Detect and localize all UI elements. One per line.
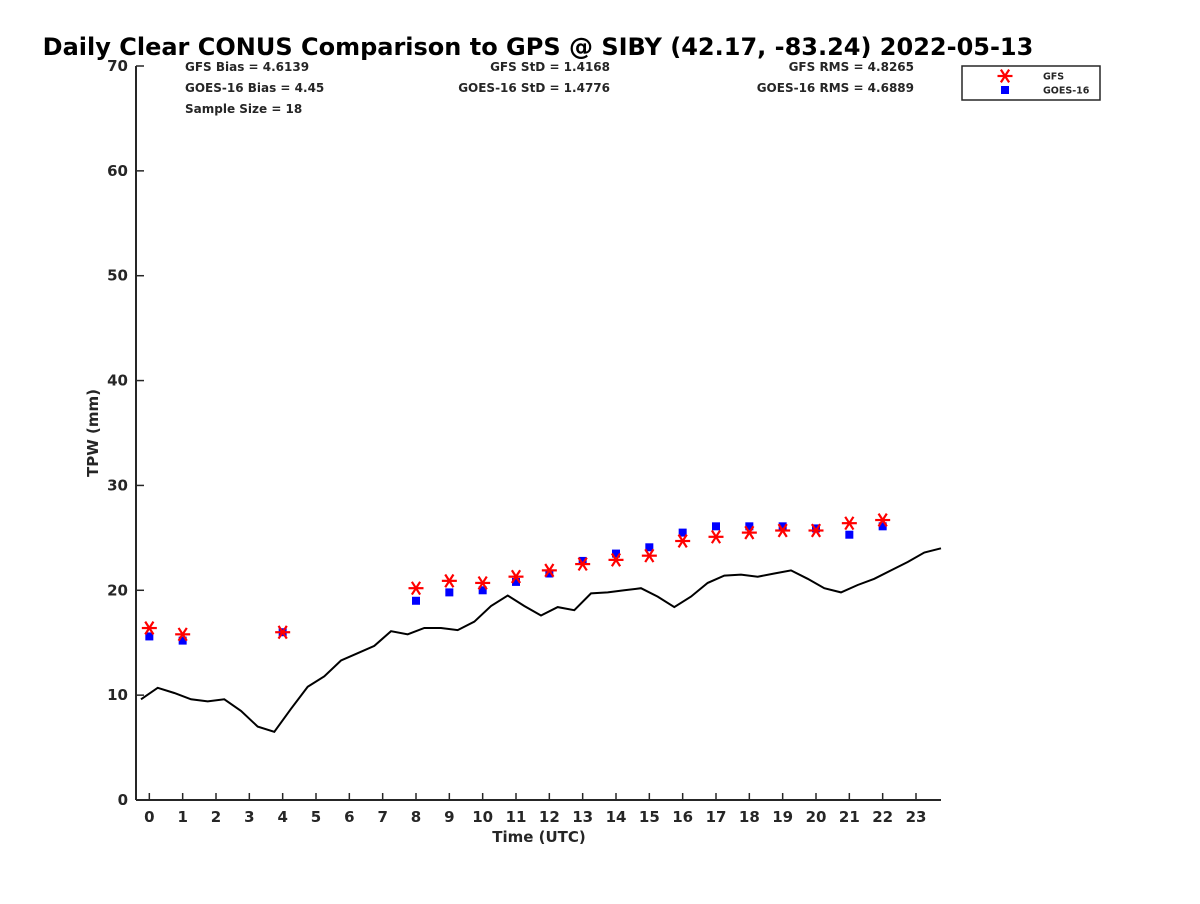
- gfs-point: [475, 575, 491, 590]
- x-tick-label: 0: [144, 808, 154, 826]
- goes16-point: [712, 522, 720, 531]
- goes-std-stat: GOES-16 StD = 1.4776: [458, 81, 610, 95]
- gfs-point: [508, 569, 524, 584]
- gfs-bias-stat: GFS Bias = 4.6139: [185, 60, 309, 74]
- x-tick-label: 21: [839, 808, 860, 826]
- legend-gfs-marker: [997, 69, 1013, 83]
- x-tick-label: 22: [872, 808, 893, 826]
- x-tick-label: 19: [772, 808, 793, 826]
- legend: GFS GOES-16: [961, 65, 1101, 101]
- gfs-point: [808, 523, 824, 538]
- gfs-point: [875, 513, 891, 528]
- stats-block: GFS Bias = 4.6139 GOES-16 Bias = 4.45 Sa…: [185, 60, 914, 116]
- y-tick-label: 60: [107, 162, 128, 180]
- chart-title: Daily Clear CONUS Comparison to GPS @ SI…: [43, 33, 1034, 61]
- goes16-point: [412, 596, 420, 605]
- x-tick-label: 17: [706, 808, 727, 826]
- goes16-point: [745, 522, 754, 531]
- x-tick-label: 10: [472, 808, 493, 826]
- goes16-point: [845, 530, 854, 539]
- x-tick-label: 8: [411, 808, 421, 826]
- gfs-point: [741, 525, 757, 540]
- x-tick-label: 6: [344, 808, 354, 826]
- gfs-point: [275, 625, 291, 640]
- goes-bias-stat: GOES-16 Bias = 4.45: [185, 81, 324, 95]
- goes16-point: [445, 588, 454, 597]
- gps-tpw-line: [140, 547, 942, 733]
- goes-rms-stat: GOES-16 RMS = 4.6889: [757, 81, 914, 95]
- goes16-point: [578, 556, 587, 565]
- gfs-point: [175, 627, 191, 642]
- x-tick-label: 5: [311, 808, 321, 826]
- y-tick-label: 50: [107, 267, 128, 285]
- gfs-point: [541, 563, 557, 578]
- gfs-point: [708, 529, 724, 544]
- x-tick-label: 4: [277, 808, 287, 826]
- goes16-point: [812, 524, 820, 533]
- goes16-point: [878, 522, 887, 531]
- y-tick-label: 0: [118, 791, 128, 809]
- x-tick-label: 15: [639, 808, 660, 826]
- gfs-point: [675, 534, 691, 548]
- y-tick-label: 20: [107, 581, 128, 599]
- y-tick-label: 30: [107, 476, 128, 494]
- x-tick-label: 20: [806, 808, 827, 826]
- sample-size-stat: Sample Size = 18: [185, 102, 302, 116]
- x-tick-label: 12: [539, 808, 560, 826]
- gfs-point: [441, 573, 457, 588]
- gfs-point: [841, 516, 857, 531]
- y-tick-label: 10: [107, 686, 128, 704]
- x-tick-label: 14: [606, 808, 627, 826]
- goes16-point: [645, 543, 654, 552]
- gfs-point: [141, 621, 157, 636]
- x-tick-label: 16: [672, 808, 693, 826]
- gfs-point: [408, 581, 424, 596]
- x-tick-label: 7: [377, 808, 387, 826]
- x-tick-label: 2: [211, 808, 221, 826]
- goes16-point: [145, 632, 154, 641]
- legend-goes16-marker: [1001, 86, 1009, 94]
- goes16-point: [545, 569, 554, 578]
- goes16-point: [612, 549, 620, 558]
- gfs-point: [608, 552, 624, 567]
- x-tick-label: 18: [739, 808, 760, 826]
- x-tick-label: 13: [572, 808, 593, 826]
- legend-goes16-label: GOES-16: [1043, 86, 1090, 97]
- x-tick-label: 3: [244, 808, 254, 826]
- gfs-rms-stat: GFS RMS = 4.8265: [789, 60, 914, 74]
- goes16-point: [778, 522, 787, 531]
- x-tick-label: 11: [506, 808, 527, 826]
- x-axis-label: Time (UTC): [492, 828, 586, 846]
- legend-box: [961, 65, 1101, 101]
- x-tick-label: 9: [444, 808, 454, 826]
- goes16-point: [512, 577, 520, 586]
- y-tick-label: 70: [107, 57, 128, 75]
- gfs-point: [575, 557, 591, 572]
- gfs-point: [641, 548, 657, 563]
- goes16-point: [678, 528, 687, 537]
- goes16-point: [478, 586, 487, 595]
- y-tick-label: 40: [107, 372, 128, 390]
- y-axis-label: TPW (mm): [84, 389, 102, 477]
- legend-gfs-label: GFS: [1043, 72, 1064, 83]
- goes16-point: [178, 636, 187, 645]
- x-tick-label: 23: [906, 808, 927, 826]
- gfs-std-stat: GFS StD = 1.4168: [490, 60, 610, 74]
- gfs-point: [775, 523, 791, 538]
- x-tick-label: 1: [177, 808, 187, 826]
- legend-entries: GFS GOES-16: [997, 69, 1090, 97]
